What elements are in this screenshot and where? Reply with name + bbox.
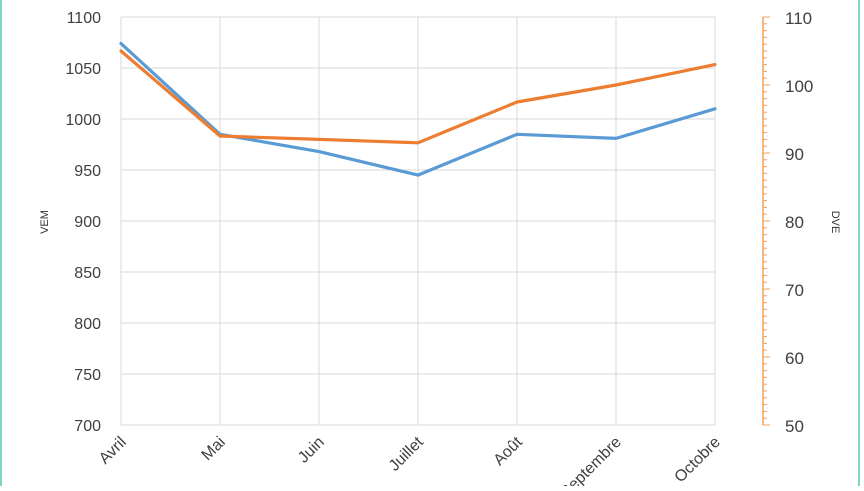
- x-axis: Avril Mai Juin Juillet Août Septembre Octobre: [96, 433, 724, 486]
- x-tick-label: Octobre: [672, 434, 724, 486]
- x-tick-label: Mai: [199, 434, 229, 464]
- y-tick-label: 950: [74, 163, 101, 180]
- y-tick-label: 700: [74, 418, 101, 435]
- y-tick-label: 1100: [67, 10, 102, 27]
- left-axis: 700 750 800 850 900 950 1000 1050 1100: [65, 10, 101, 435]
- y2-tick-label: 90: [785, 145, 804, 164]
- y-tick-label: 750: [74, 367, 101, 384]
- y-axis-label: VEM: [39, 210, 51, 234]
- y2-axis-label: DVE: [829, 211, 841, 234]
- right-axis: 50 60 70 80 90 100 110: [763, 9, 813, 436]
- x-tick-label: Septembre: [557, 434, 624, 486]
- y-tick-label: 1000: [65, 112, 101, 129]
- y-tick-label: 850: [74, 265, 101, 282]
- x-tick-label: Avril: [96, 434, 130, 468]
- x-tick-label: Juillet: [386, 433, 427, 474]
- y2-tick-label: 70: [785, 281, 804, 300]
- y2-tick-label: 60: [785, 349, 804, 368]
- x-tick-label: Août: [491, 433, 527, 469]
- x-tick-label: Juin: [295, 434, 328, 467]
- y-tick-label: 1050: [65, 61, 101, 78]
- y-tick-label: 800: [74, 316, 101, 333]
- y2-tick-label: 110: [785, 9, 812, 28]
- y2-tick-label: 50: [785, 417, 804, 436]
- y2-tick-label: 80: [785, 213, 804, 232]
- gridlines: [121, 17, 715, 425]
- y-tick-label: 900: [74, 214, 101, 231]
- y2-tick-label: 100: [785, 77, 813, 96]
